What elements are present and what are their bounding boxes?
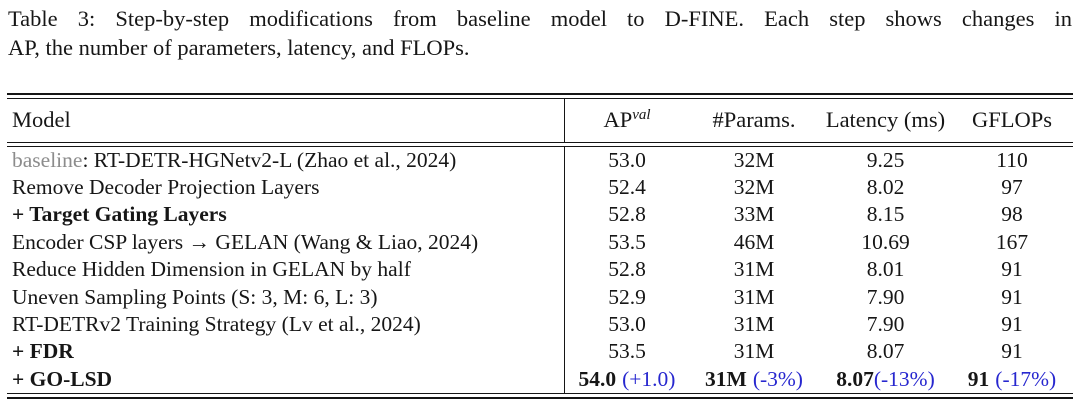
params-value: 31M (-3%) [689, 367, 819, 392]
table-row-target-gating: + Target Gating Layers 52.8 33M 8.15 98 [7, 201, 1073, 229]
latency-value: 7.90 [866, 284, 905, 309]
row-values: 53.0 31M 7.90 91 [564, 310, 1073, 339]
header-numeric-group: APval #Params. Latency (ms) GFLOPs [564, 98, 1073, 142]
model-name: Uneven Sampling Points (S: 3, M: 6, L: 3… [12, 284, 378, 309]
row-values: 53.0 32M 9.25 110 [564, 146, 1073, 174]
col-header-ap: APval [565, 107, 689, 133]
row-values: 53.5 31M 8.07 91 [564, 338, 1073, 366]
params-value: 31M [733, 284, 775, 309]
params-value: 32M [733, 147, 775, 172]
gflops-value: 97 [1001, 175, 1023, 200]
ap-value: 53.5 [608, 229, 646, 254]
latency-value: 8.15 [866, 202, 905, 227]
table-row-go-lsd: + GO-LSD 54.0 (+1.0) 31M (-3%) 8.07(-13%) … [7, 365, 1073, 394]
table-body: baseline: RT-DETR-HGNetv2-L (Zhao et al.… [7, 146, 1073, 394]
table-row-baseline: baseline: RT-DETR-HGNetv2-L (Zhao et al.… [7, 146, 1073, 174]
ap-superscript: val [632, 107, 651, 123]
model-name: baseline: RT-DETR-HGNetv2-L (Zhao et al.… [7, 148, 564, 173]
col-header-model: Model [12, 107, 71, 132]
latency-value: 9.25 [866, 147, 905, 172]
gflops-value: 91 [1001, 257, 1023, 282]
gflops-value: 98 [1001, 202, 1023, 227]
model-name: + Target Gating Layers [12, 202, 227, 227]
row-values: 53.5 46M 10.69 167 [564, 228, 1073, 257]
gflops-value: 91 (-17%) [952, 367, 1072, 392]
gflops-value: 91 [1001, 339, 1023, 364]
params-value: 32M [733, 175, 775, 200]
row-values: 52.9 31M 7.90 91 [564, 283, 1073, 311]
latency-delta: (-13%) [873, 366, 935, 391]
params-delta: (-3%) [752, 366, 803, 391]
gflops-value: 91 [1001, 284, 1023, 309]
table-row: Encoder CSP layers → GELAN (Wang & Liao,… [7, 228, 1073, 257]
table-row: Uneven Sampling Points (S: 3, M: 6, L: 3… [7, 283, 1073, 311]
ap-value: 53.5 [608, 339, 646, 364]
model-name: Remove Decoder Projection Layers [12, 175, 320, 200]
params-value: 46M [733, 229, 775, 254]
latency-value: 8.07(-13%) [819, 367, 952, 392]
baseline-tag: baseline [12, 147, 83, 172]
caption-line-2: AP, the number of parameters, latency, a… [8, 35, 470, 60]
row-values: 54.0 (+1.0) 31M (-3%) 8.07(-13%) 91 (-17%) [564, 365, 1073, 394]
row-values: 52.8 33M 8.15 98 [564, 201, 1073, 229]
latency-value: 8.07 [866, 339, 905, 364]
model-name: Reduce Hidden Dimension in GELAN by half [12, 257, 411, 282]
ap-label: AP [603, 107, 633, 132]
table-row-fdr: + FDR 53.5 31M 8.07 91 [7, 338, 1073, 366]
table-caption: Table 3: Step-by-step modifications from… [0, 0, 1080, 62]
ap-value: 53.0 [608, 312, 646, 337]
latency-value: 7.90 [866, 312, 905, 337]
latency-value: 10.69 [861, 229, 910, 254]
table-bottom-rule [7, 393, 1073, 399]
table-header-row: Model APval #Params. Latency (ms) GFLOPs [7, 98, 1073, 142]
latency-value: 8.01 [866, 257, 905, 282]
gflops-value: 91 [1001, 312, 1023, 337]
col-header-gflops: GFLOPs [971, 107, 1053, 132]
ap-value: 52.4 [608, 175, 646, 200]
model-name: + FDR [12, 339, 74, 364]
latency-main: 8.07 [836, 366, 874, 391]
header-divider-rule [7, 141, 1073, 147]
row-values: 52.8 31M 8.01 91 [564, 256, 1073, 284]
table-row: RT-DETRv2 Training Strategy (Lv et al., … [7, 310, 1073, 339]
ap-value: 52.8 [608, 202, 646, 227]
gflops-delta: (-17%) [995, 366, 1057, 391]
model-name: Encoder CSP layers → GELAN (Wang & Liao,… [12, 229, 479, 254]
row-values: 52.4 32M 8.02 97 [564, 173, 1073, 202]
table-row: Reduce Hidden Dimension in GELAN by half… [7, 256, 1073, 284]
params-value: 31M [733, 339, 775, 364]
params-main: 31M [705, 366, 747, 391]
ap-value: 52.9 [608, 284, 646, 309]
table-top-rule [7, 93, 1073, 99]
model-name: + GO-LSD [12, 366, 113, 391]
ap-delta: (+1.0) [622, 366, 676, 391]
gflops-main: 91 [967, 366, 990, 391]
model-text: : RT-DETR-HGNetv2-L (Zhao et al., 2024) [82, 147, 457, 172]
ap-value: 52.8 [608, 257, 646, 282]
col-header-params: #Params. [712, 107, 796, 132]
params-value: 33M [733, 202, 775, 227]
gflops-value: 110 [996, 147, 1028, 172]
table-row: Remove Decoder Projection Layers 52.4 32… [7, 173, 1073, 202]
gflops-value: 167 [995, 229, 1029, 254]
model-name: RT-DETRv2 Training Strategy (Lv et al., … [12, 312, 421, 337]
caption-line-1: Table 3: Step-by-step modifications from… [8, 6, 1072, 31]
params-value: 31M [733, 312, 775, 337]
ap-value: 53.0 [608, 147, 646, 172]
latency-value: 8.02 [866, 175, 905, 200]
ap-value: 54.0 (+1.0) [565, 367, 689, 392]
col-header-latency: Latency (ms) [825, 107, 946, 132]
results-table: Model APval #Params. Latency (ms) GFLOPs… [7, 93, 1073, 399]
params-value: 31M [733, 257, 775, 282]
ap-main: 54.0 [578, 366, 617, 391]
